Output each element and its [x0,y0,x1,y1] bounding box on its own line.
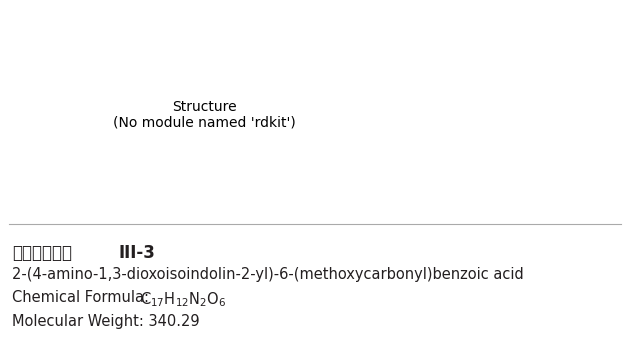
Text: 2-(4-amino-1,3-dioxoisoindolin-2-yl)-6-(methoxycarbonyl)benzoic acid: 2-(4-amino-1,3-dioxoisoindolin-2-yl)-6-(… [12,267,524,282]
Text: $\mathrm{C}_{17}\mathrm{H}_{12}\mathrm{N}_{2}\mathrm{O}_{6}$: $\mathrm{C}_{17}\mathrm{H}_{12}\mathrm{N… [140,291,226,309]
Text: Molecular Weight: 340.29: Molecular Weight: 340.29 [12,314,200,329]
Text: Chemical Formula:: Chemical Formula: [12,291,154,305]
Text: 阿普斯特杂质: 阿普斯特杂质 [12,244,72,262]
Text: III-3: III-3 [118,244,155,262]
Text: Structure
(No module named 'rdkit'): Structure (No module named 'rdkit') [113,100,296,130]
